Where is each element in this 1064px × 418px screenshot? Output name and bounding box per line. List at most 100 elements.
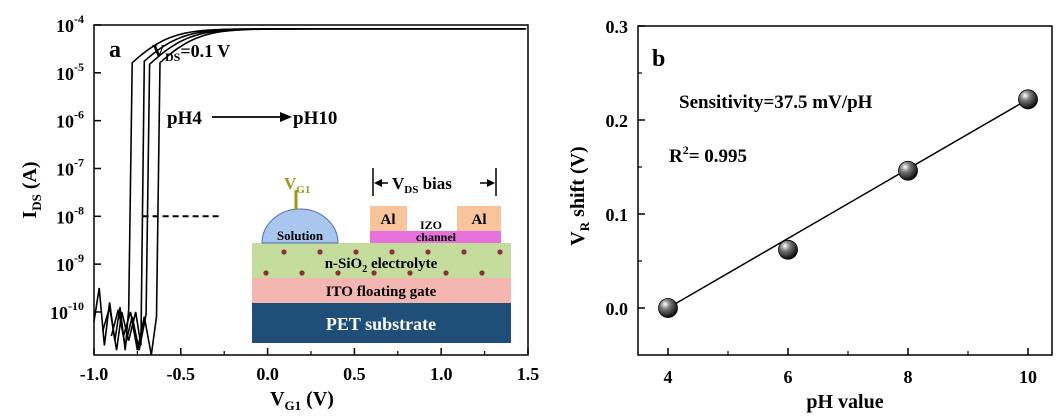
x-tick-label: -1.0	[80, 364, 109, 384]
data-point	[778, 239, 798, 260]
y-tick-label: 0.0	[606, 299, 629, 319]
device-schematic-inset: VG1 VDS bias Solution Al Al IZO channel …	[252, 168, 511, 343]
electrolyte-label: n-SiO2 electrolyte	[325, 256, 438, 275]
electrolyte-particle	[479, 270, 485, 276]
electrolyte-particle	[407, 270, 413, 276]
x-tick-label: 0.0	[256, 364, 279, 384]
solution-droplet	[261, 208, 339, 244]
ito-layer	[252, 278, 511, 303]
electrolyte-particle	[353, 249, 359, 255]
gate-label: VG1	[284, 174, 310, 196]
electrolyte-particle	[263, 270, 269, 276]
panel-a-x-axis: -1.0 -0.5 0.0 0.5 1.0 1.5	[80, 348, 540, 384]
bias-label-rest: bias	[418, 174, 452, 193]
x-tick-label: -0.5	[167, 364, 196, 384]
gate-label-sub: G1	[296, 184, 310, 196]
vds-rest: =0.1 V	[180, 41, 230, 61]
y-tick-label: 10-9	[56, 251, 84, 275]
electrolyte-particle	[281, 249, 287, 255]
bias-label: VDS bias	[392, 174, 452, 196]
r2-sup: 2	[683, 143, 689, 157]
x-tick-label: 10	[1019, 367, 1037, 387]
bias-label-sub: DS	[404, 184, 418, 196]
panel-b-y-axis: 0.0 0.1 0.2 0.3	[606, 17, 645, 319]
ph-end-label: pH10	[293, 108, 337, 129]
electrolyte-particle	[425, 249, 431, 255]
vds-annotation: VDS=0.1 V	[152, 41, 230, 64]
electrolyte-particle	[497, 249, 503, 255]
electrolyte-particle	[335, 270, 341, 276]
panel-a-y-label-unit: (A)	[19, 161, 41, 194]
panel-a-x-label: VG1 (V)	[270, 388, 334, 413]
y-tick-exponent: -4	[74, 12, 84, 26]
gate-label-main: V	[284, 174, 297, 193]
y-tick-label: 10-5	[56, 60, 84, 84]
x-tick-label: 6	[784, 367, 793, 387]
panel-a: VG1 VDS bias Solution Al Al IZO channel …	[19, 12, 539, 413]
data-point	[658, 298, 678, 318]
y-tick-label: 10-4	[56, 12, 84, 36]
y-tick-exponent: -6	[74, 108, 84, 122]
y-tick-base: 10	[56, 64, 74, 84]
bias-arrow-left-head	[374, 179, 382, 187]
panel-b-y-label-main: V	[567, 231, 589, 246]
y-tick-base: 10	[50, 303, 68, 323]
y-tick-exponent: -10	[68, 299, 84, 313]
y-tick-exponent: -9	[74, 251, 84, 265]
electrolyte-particle	[299, 270, 305, 276]
x-tick-label: 0.5	[343, 364, 366, 384]
pet-substrate-layer	[252, 303, 511, 343]
ph-arrow-head	[280, 112, 292, 122]
electrolyte-suffix: electrolyte	[367, 256, 437, 272]
panel-a-x-label-sub: G1	[285, 398, 302, 413]
electrolyte-particles	[263, 249, 503, 276]
y-tick-base: 10	[56, 255, 74, 275]
electrolyte-particle	[389, 249, 395, 255]
panel-b-y-label-rest: shift (V)	[567, 146, 589, 222]
ito-label: ITO floating gate	[326, 284, 437, 300]
panel-b-x-axis: 4 6 8 10	[664, 348, 1037, 387]
r2-annotation: R2= 0.995	[669, 143, 747, 167]
r2-rest: = 0.995	[689, 146, 747, 167]
y-tick-exponent: -7	[74, 155, 84, 169]
panel-a-y-label-main: I	[19, 211, 41, 219]
y-tick-label: 0.3	[606, 17, 629, 37]
electrolyte-particle	[443, 270, 449, 276]
panel-a-label: a	[109, 37, 121, 63]
vds-sub: DS	[165, 50, 181, 64]
panel-a-y-label-sub: DS	[29, 194, 44, 211]
r2-main: R	[669, 146, 683, 167]
channel-label: channel	[416, 230, 457, 244]
al-source-electrode	[370, 206, 407, 231]
izo-label: IZO	[420, 218, 442, 232]
data-points	[658, 89, 1038, 318]
electrolyte-prefix: n-SiO	[325, 256, 363, 272]
panel-a-x-label-unit: (V)	[301, 388, 334, 410]
panel-b-y-label: VR shift (V)	[567, 146, 592, 245]
y-tick-label: 10-6	[56, 108, 84, 132]
y-tick-label: 10-7	[56, 155, 84, 179]
electrolyte-particle	[461, 249, 467, 255]
panel-b-y-label-sub: R	[577, 221, 592, 231]
panel-b: 4 6 8 10 0.0 0.1 0.2 0.3 b Sensitivity=37.5 mV…	[567, 17, 1053, 413]
y-tick-base: 10	[56, 207, 74, 227]
bias-arrow-right-head	[487, 179, 495, 187]
panel-a-x-label-main: V	[270, 388, 285, 410]
electrolyte-layer	[252, 243, 511, 278]
electrolyte-sub: 2	[362, 264, 367, 275]
panel-a-y-axis: 10-410-510-610-710-810-910-10	[50, 12, 101, 323]
electrolyte-particle	[371, 270, 377, 276]
vds-main: V	[152, 41, 165, 61]
solution-label: Solution	[277, 228, 324, 243]
data-point	[1018, 89, 1038, 110]
x-tick-label: 1.5	[517, 364, 540, 384]
panel-b-label: b	[652, 46, 665, 72]
transfer-curve	[122, 27, 525, 356]
x-tick-label: 8	[904, 367, 913, 387]
channel-layer	[370, 231, 501, 243]
x-tick-label: 1.0	[430, 364, 453, 384]
al-left-label: Al	[381, 212, 396, 228]
panel-a-y-label: IDS (A)	[19, 161, 44, 218]
y-tick-exponent: -5	[74, 60, 84, 74]
y-tick-label: 10-8	[56, 203, 84, 227]
